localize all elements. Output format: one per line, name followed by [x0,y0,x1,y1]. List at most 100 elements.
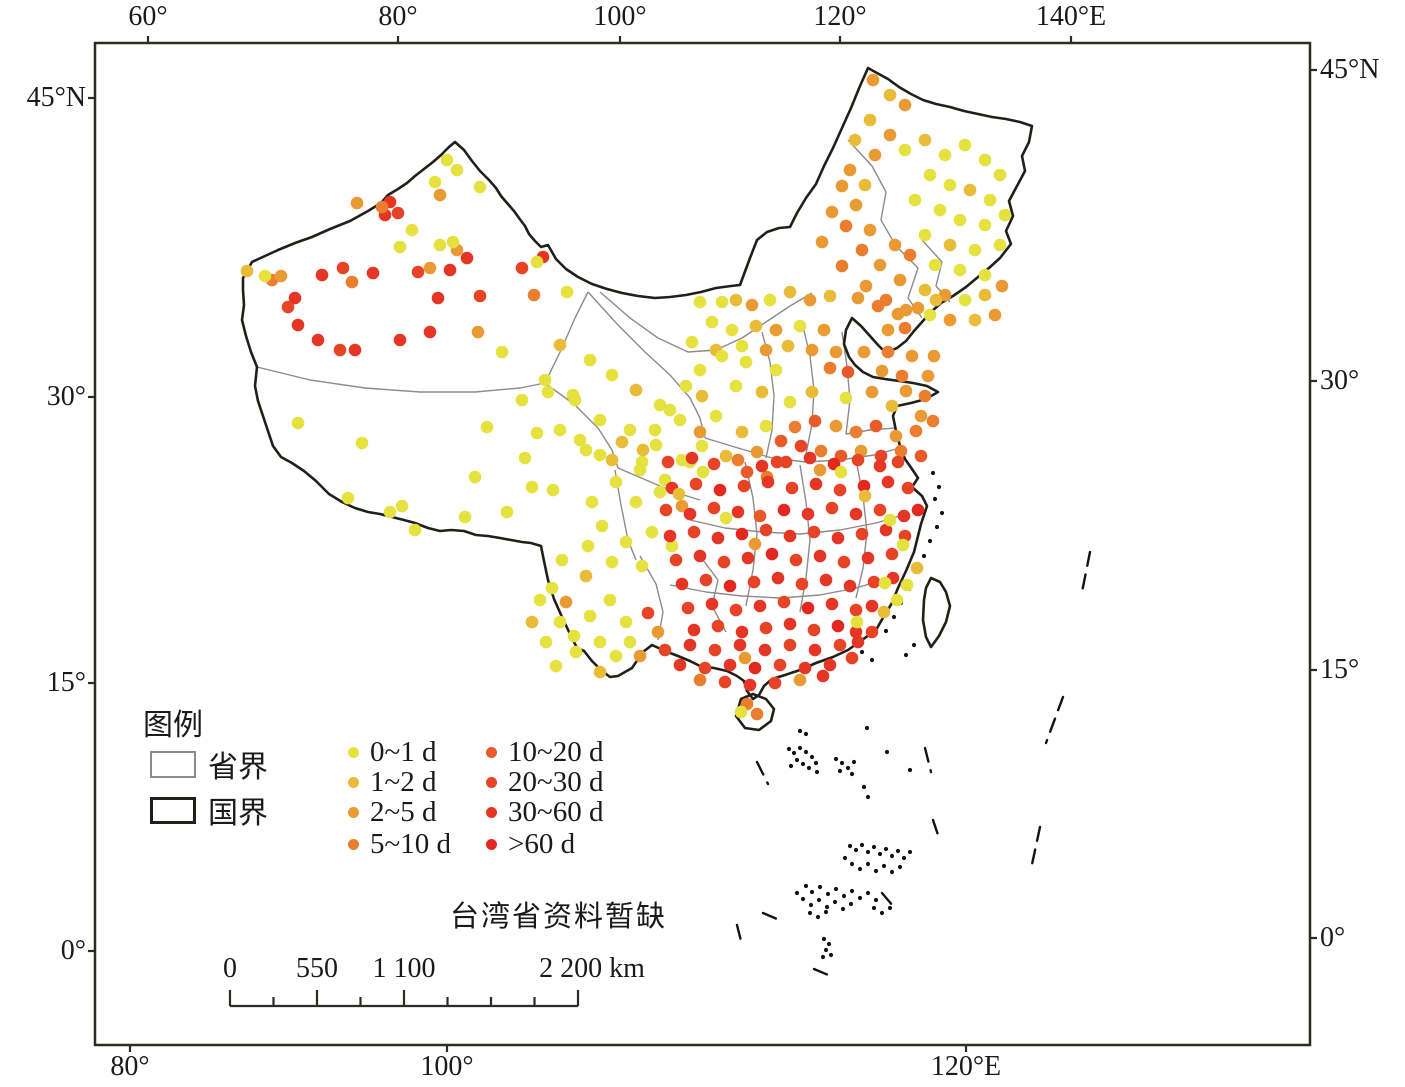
station-dot [815,235,829,249]
station-dot [928,258,942,272]
station-dot [661,455,675,469]
station-dot [883,128,897,142]
islet-dot [907,767,913,773]
axis-label-bottom-80: 80° [110,1051,150,1082]
islet-dot [859,649,865,655]
sea-boundary-dash [931,818,942,843]
sea-boundary-dash [812,967,835,979]
axis-label-right-0: 0° [1320,922,1346,953]
station-dot [993,238,1007,252]
station-dot [681,601,695,615]
islet-dot [807,910,813,916]
station-dot [881,323,895,337]
national-boundary [734,692,776,732]
station-dot [910,561,924,575]
station-dot [707,501,721,515]
islet-dot [877,851,883,857]
station-dot [473,289,487,303]
station-dot [831,531,845,545]
station-dot [849,425,863,439]
station-dot [423,325,437,339]
station-dot [825,597,839,611]
station-dot [729,603,743,617]
station-dot [900,578,914,592]
class-dot-20-30 [486,777,497,788]
station-dot [788,420,802,434]
station-dot [605,453,619,467]
station-dot [693,425,707,439]
station-dot [748,537,762,551]
station-dot [735,425,749,439]
islet-dot [791,750,797,756]
station-dot [383,505,397,519]
station-dot [629,383,643,397]
station-dot [897,509,911,523]
station-dot [737,479,751,493]
station-dot [695,389,709,403]
islet-dot [869,657,875,663]
station-dot [636,443,650,457]
station-dot [858,489,872,503]
station-dot [857,345,871,359]
station-dot [675,453,689,467]
station-dot [739,355,753,369]
station-dot [348,343,362,357]
station-dot [553,338,567,352]
station-dot [834,465,848,479]
station-dot [835,179,849,193]
station-dot [783,285,797,299]
station-dot [734,705,748,719]
station-dot [515,261,529,275]
station-dot [923,168,937,182]
station-dot [653,398,667,412]
islet-dot [921,553,927,559]
station-dot [619,615,633,629]
station-dot [927,349,941,363]
islet-dot [833,756,839,762]
station-dot [525,480,539,494]
station-dot [978,268,992,282]
station-dot [803,293,817,307]
station-dot [553,615,567,629]
station-dot [281,300,295,314]
station-dot [968,243,982,257]
scalebar-label-0: 0 [223,953,237,984]
islet-dot [871,905,877,911]
station-dot [695,439,709,453]
islet-dot [864,725,870,731]
station-dot [719,511,733,525]
station-dot [433,238,447,252]
station-dot [998,208,1012,222]
axis-label-top-100: 100° [593,1,647,32]
station-dot [745,298,759,312]
islet-dot [809,889,815,895]
station-dot [673,658,687,672]
station-dot [848,133,862,147]
station-dot [718,675,732,689]
islet-dot [930,470,936,476]
station-dot [808,643,822,657]
class-label-60: >60 d [508,828,576,860]
station-dot [758,643,772,657]
sea-boundary-dash [755,760,770,786]
station-dot [729,379,743,393]
station-dot [833,483,847,497]
station-dot [533,593,547,607]
station-dot [658,643,672,657]
axis-label-left-30: 30° [46,381,86,412]
legend-item-national-boundary: 国界 [150,788,268,832]
islet-dot [857,866,863,872]
station-dot [803,451,817,465]
station-dot [793,673,807,687]
station-dot [978,218,992,232]
station-dot [914,409,928,423]
station-dot [929,293,943,307]
station-dot [863,113,877,127]
station-dot [471,325,485,339]
province-boundary [699,555,727,633]
station-dot [865,625,879,639]
station-dot [687,623,701,637]
station-dot [871,299,885,313]
station-dot [291,318,305,332]
station-dot [817,323,831,337]
